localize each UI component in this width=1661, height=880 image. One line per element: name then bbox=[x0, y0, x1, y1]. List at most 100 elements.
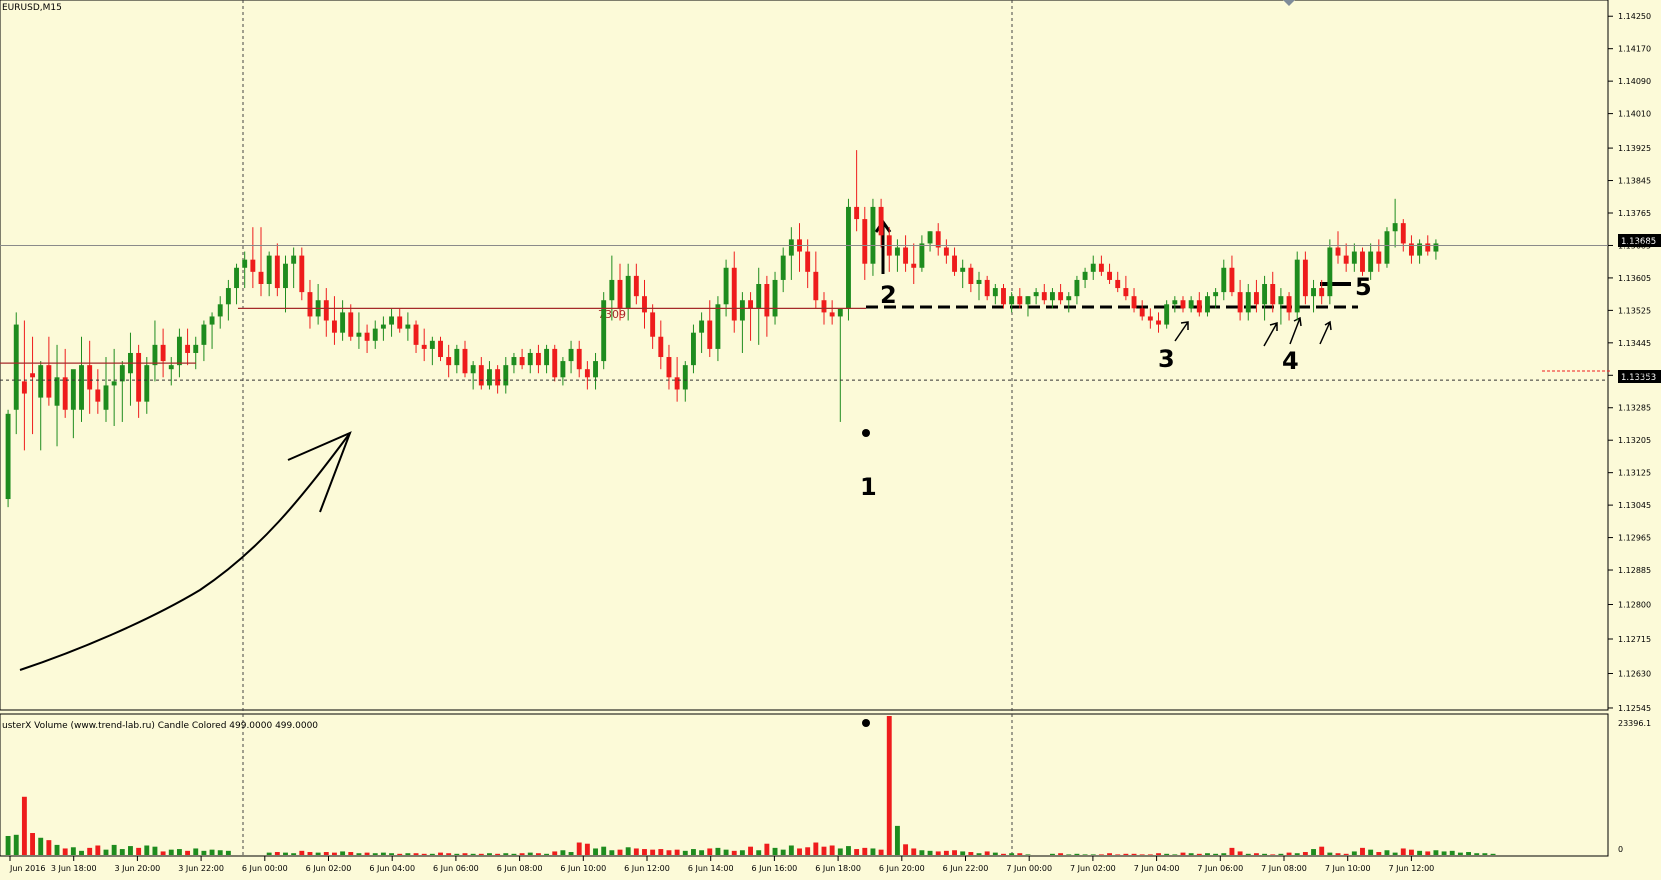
price-tick-label: 1.14170 bbox=[1618, 45, 1651, 54]
time-tick-label: 6 Jun 12:00 bbox=[624, 864, 670, 873]
candle-body bbox=[1311, 288, 1316, 297]
candle-body bbox=[1368, 251, 1374, 272]
candle-body bbox=[487, 369, 492, 386]
candle-body bbox=[1433, 243, 1439, 252]
volume-bar bbox=[176, 849, 182, 855]
volume-bar bbox=[1400, 848, 1406, 855]
volume-bar bbox=[658, 849, 664, 855]
candle-body bbox=[1066, 296, 1072, 301]
candle-body bbox=[372, 328, 378, 341]
time-tick-label: 6 Jun 04:00 bbox=[369, 864, 415, 873]
candle-body bbox=[389, 316, 395, 325]
candle-body bbox=[1123, 288, 1129, 297]
candle-body bbox=[446, 357, 452, 366]
volume-bar bbox=[315, 852, 321, 855]
volume-bar bbox=[1180, 852, 1186, 855]
volume-bar bbox=[1294, 853, 1300, 855]
candle-body bbox=[699, 320, 705, 333]
candle-body bbox=[731, 267, 737, 321]
price-tick-label: 1.13845 bbox=[1618, 177, 1651, 186]
candle-body bbox=[356, 332, 362, 337]
candle-body bbox=[250, 259, 256, 272]
candle-body bbox=[1221, 267, 1227, 293]
candle-body bbox=[1417, 243, 1423, 256]
volume-bar bbox=[470, 853, 476, 855]
candle-body bbox=[1033, 292, 1039, 297]
volume-bar bbox=[87, 847, 93, 855]
candle-body bbox=[152, 344, 158, 366]
volume-pane[interactable] bbox=[0, 713, 1609, 857]
volume-bar bbox=[992, 852, 998, 855]
candle-body bbox=[609, 279, 615, 301]
chart-shift-icon[interactable] bbox=[1283, 0, 1295, 6]
volume-bar bbox=[478, 853, 484, 855]
volume-bar bbox=[837, 848, 843, 855]
volume-bar bbox=[1074, 853, 1080, 855]
price-tick-label: 1.12545 bbox=[1618, 704, 1651, 713]
volume-bar bbox=[136, 847, 142, 855]
volume-bar bbox=[1017, 853, 1023, 855]
candle-body bbox=[1270, 284, 1276, 305]
candle-body bbox=[307, 292, 313, 317]
candle-body bbox=[1147, 316, 1153, 321]
candle-body bbox=[1001, 288, 1006, 305]
volume-bar bbox=[1082, 854, 1088, 855]
candle-body bbox=[225, 288, 231, 305]
candle-body bbox=[1253, 292, 1259, 305]
volume-bar bbox=[413, 853, 419, 855]
price-tick-label: 1.12630 bbox=[1618, 669, 1651, 678]
candle-body bbox=[1262, 284, 1268, 305]
volume-bar bbox=[682, 850, 688, 855]
candle-body bbox=[462, 348, 468, 374]
candle-body bbox=[968, 267, 974, 284]
price-tick-label: 1.13685 bbox=[1618, 241, 1651, 250]
candle-body bbox=[1237, 292, 1243, 313]
volume-bar bbox=[984, 851, 990, 855]
volume-bar bbox=[70, 847, 76, 855]
candles-layer bbox=[5, 150, 1439, 508]
candle-body bbox=[1098, 263, 1104, 272]
volume-bar bbox=[13, 834, 19, 855]
volume-bar bbox=[674, 849, 680, 855]
volume-bar bbox=[609, 850, 615, 855]
volume-bar bbox=[487, 853, 492, 855]
candle-body bbox=[470, 365, 476, 374]
time-tick-label: 6 Jun 16:00 bbox=[752, 864, 798, 873]
volume-bar bbox=[1147, 854, 1153, 855]
candle-body bbox=[1156, 320, 1161, 325]
candle-body bbox=[1245, 292, 1251, 313]
candle-body bbox=[894, 247, 900, 256]
candle-body bbox=[584, 369, 590, 378]
marked-price-tag-bg bbox=[1618, 370, 1661, 383]
candle-body bbox=[992, 288, 998, 297]
volume-bar bbox=[323, 852, 329, 855]
price-tick-label: 1.13525 bbox=[1618, 306, 1651, 315]
marker-dot-1 bbox=[862, 429, 870, 437]
volume-bar bbox=[299, 850, 305, 855]
time-axis: Jun 2016 3 Jun 18:00 3 Jun 20:00 3 Jun 22:0… bbox=[9, 856, 1434, 873]
volume-bar bbox=[217, 850, 223, 855]
candle-body bbox=[13, 324, 19, 410]
volume-bar bbox=[1156, 853, 1161, 855]
price-pane[interactable] bbox=[0, 0, 1609, 711]
volume-bar bbox=[1327, 852, 1333, 855]
volume-bar bbox=[1205, 853, 1210, 855]
candle-body bbox=[1090, 263, 1096, 272]
volume-bar bbox=[1172, 854, 1178, 855]
volume-bar bbox=[1408, 849, 1414, 855]
volume-bar bbox=[421, 853, 427, 855]
volume-bar bbox=[519, 853, 525, 855]
candle-body bbox=[119, 365, 125, 382]
candle-body bbox=[788, 239, 794, 256]
candle-body bbox=[568, 348, 574, 362]
candle-body bbox=[1107, 271, 1113, 280]
volume-bar bbox=[813, 842, 819, 855]
volume-bar bbox=[1196, 853, 1202, 855]
candle-body bbox=[1017, 296, 1023, 305]
candle-body bbox=[723, 267, 729, 305]
volume-bar bbox=[1449, 850, 1455, 855]
volume-bar bbox=[348, 852, 354, 855]
candle-body bbox=[397, 316, 403, 329]
time-tick-label: 7 Jun 02:00 bbox=[1070, 864, 1116, 873]
